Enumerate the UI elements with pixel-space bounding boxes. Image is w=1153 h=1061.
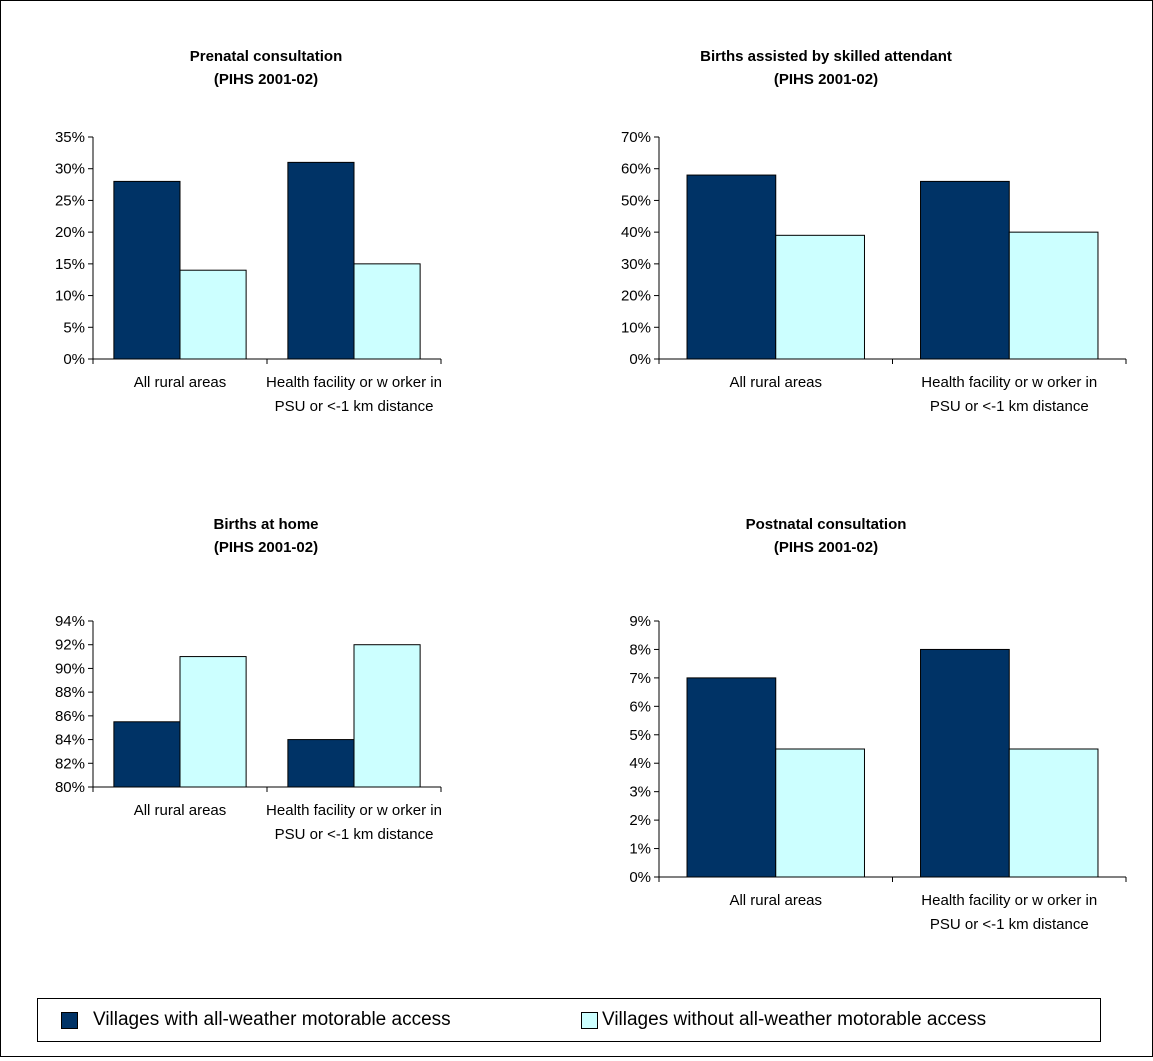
chart1-y-tick-label: 35% [55,129,85,146]
chart1-y-tick-label: 25% [55,192,85,209]
legend-swatch-with-access [61,1011,78,1029]
chart1-subtitle: (PIHS 2001-02) [214,71,318,88]
chart3-bar-without-access [353,644,421,788]
chart1-y-tick-label: 20% [55,224,85,241]
chart2-y-tick-label: 70% [621,129,651,146]
chart3-y-tick-label: 82% [55,755,85,772]
chart1-y-tick-label: 5% [63,319,85,336]
legend: Villages with all-weather motorable acce… [37,998,1101,1042]
chart1-y-tick-label: 30% [55,161,85,178]
chart3-y-tick-label: 90% [55,660,85,677]
chart3-category-label: Health facility or w orker in [266,802,442,819]
chart2-y-tick-label: 20% [621,288,651,305]
chart4-subtitle: (PIHS 2001-02) [774,539,878,556]
chart3-bar-with-access [113,721,181,788]
chart3-category-label: PSU or <-1 km distance [275,826,434,843]
chart4-y-tick-label: 1% [629,841,651,858]
chart2-title: Births assisted by skilled attendant [700,48,952,65]
chart4-category-label: PSU or <-1 km distance [930,916,1089,933]
chart4-category-label: Health facility or w orker in [921,892,1097,909]
chart3-y-tick-label: 92% [55,637,85,654]
chart2-y-tick-label: 50% [621,192,651,209]
chart1-y-tick-label: 15% [55,256,85,273]
legend-label-without-access: Villages without all-weather motorable a… [602,1009,987,1030]
legend-item-with-access: Villages with all-weather motorable acce… [61,1009,451,1031]
chart1-bar-with-access [287,161,355,360]
chart4-bar-without-access [775,748,865,878]
chart2-category-label: Health facility or w orker in [921,374,1097,391]
chart3-y-tick-label: 94% [55,613,85,630]
chart4-bar-with-access [920,648,1010,878]
chart3-title: Births at home [213,516,318,533]
chart1-category-label: All rural areas [134,374,227,391]
chart2-y-tick-label: 40% [621,224,651,241]
chart3-y-tick-label: 88% [55,684,85,701]
chart2-category-label: PSU or <-1 km distance [930,398,1089,415]
chart1-bar-with-access [113,180,181,360]
chart4-y-tick-label: 0% [629,869,651,886]
chart4-y-tick-label: 8% [629,641,651,658]
legend-swatch-without-access [581,1011,598,1029]
chart1-y-tick-label: 10% [55,288,85,305]
legend-label-with-access: Villages with all-weather motorable acce… [93,1009,451,1030]
chart2-y-tick-label: 10% [621,319,651,336]
chart4-y-tick-label: 4% [629,755,651,772]
chart1-title: Prenatal consultation [190,48,343,65]
chart3-subtitle: (PIHS 2001-02) [214,539,318,556]
chart4-category-label: All rural areas [729,892,822,909]
chart2-bar-with-access [920,180,1010,360]
chart2-subtitle: (PIHS 2001-02) [774,71,878,88]
chart1-y-tick-label: 0% [63,351,85,368]
chart2-category-label: All rural areas [729,374,822,391]
chart4-y-tick-label: 7% [629,670,651,687]
chart1-category-label: PSU or <-1 km distance [275,398,434,415]
chart4-y-tick-label: 9% [629,613,651,630]
chart1-category-label: Health facility or w orker in [266,374,442,391]
chart3-y-tick-label: 80% [55,779,85,796]
chart3-bar-without-access [179,656,247,788]
chart1-bar-without-access [353,263,421,360]
chart4-y-tick-label: 3% [629,784,651,801]
chart2-y-tick-label: 0% [629,351,651,368]
chart2-y-tick-label: 60% [621,161,651,178]
chart2-y-tick-label: 30% [621,256,651,273]
chart3-y-tick-label: 86% [55,708,85,725]
chart4-title: Postnatal consultation [746,516,907,533]
chart3-category-label: All rural areas [134,802,227,819]
chart4-bar-with-access [686,677,777,878]
legend-item-without-access: Villages without all-weather motorable a… [581,1009,986,1031]
chart4-y-tick-label: 5% [629,727,651,744]
chart2-bar-without-access [775,234,865,360]
chart2-bar-with-access [686,174,777,360]
chart2-bar-without-access [1008,231,1099,360]
chart4-y-tick-label: 2% [629,812,651,829]
chart3-bar-with-access [287,739,355,788]
chart4-y-tick-label: 6% [629,698,651,715]
chart1-bar-without-access [179,269,247,360]
chart3-y-tick-label: 84% [55,732,85,749]
chart4-bar-without-access [1008,748,1099,878]
